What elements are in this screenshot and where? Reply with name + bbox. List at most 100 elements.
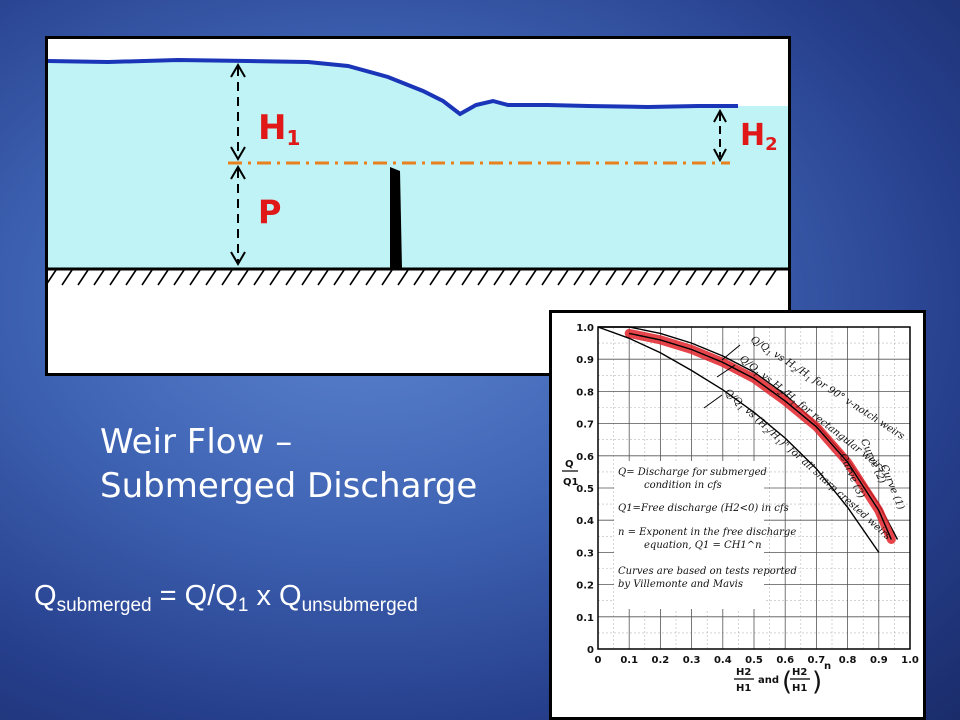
h1-label: H1 <box>258 108 300 150</box>
water-body <box>48 61 788 269</box>
ground-hatch-mark <box>717 269 729 286</box>
ground-hatch-mark <box>557 269 569 286</box>
note-line-6: Curves are based on tests reported <box>618 566 797 577</box>
note-line-7: by Villemonte and Mavis <box>618 579 743 590</box>
ground-hatch-mark <box>301 269 313 286</box>
slide-title: Weir Flow – Submerged Discharge <box>100 420 477 508</box>
ground-hatch-mark <box>93 269 105 286</box>
ground-hatch-mark <box>461 269 473 286</box>
x-label-frac1-num: H2 <box>736 667 751 678</box>
note-line-3: Q1=Free discharge (H2<0) in cfs <box>618 503 789 514</box>
h2-dimension-arrow <box>713 108 727 163</box>
ground-hatching <box>48 269 777 286</box>
x-label-frac2-num: H2 <box>792 667 807 678</box>
y-tick-label: 0.6 <box>576 452 594 463</box>
ground-hatch-mark <box>397 269 409 286</box>
x-tick-label: 0.1 <box>620 655 638 666</box>
chart-curves <box>597 326 899 553</box>
y-tick-label: 0.3 <box>576 548 594 559</box>
ground-hatch-mark <box>77 269 89 286</box>
ground-hatch-mark <box>765 269 777 286</box>
slide-title-line1: Weir Flow – <box>100 422 293 462</box>
y-label-top: Q <box>565 459 574 470</box>
x-tick-label: 0.6 <box>776 655 794 666</box>
ground-hatch-mark <box>493 269 505 286</box>
weir-diagram: H1 H2 P <box>48 57 788 286</box>
ground-hatch-mark <box>157 269 169 286</box>
y-tick-label: 0.8 <box>576 387 594 398</box>
ground-hatch-mark <box>685 269 697 286</box>
x-tick-label: 0.9 <box>870 655 888 666</box>
ground-hatch-mark <box>749 269 761 286</box>
x-tick-label: 0 <box>595 655 602 666</box>
x-tick-label: 0.4 <box>714 655 732 666</box>
ground-hatch-mark <box>637 269 649 286</box>
y-tick-label: 0.2 <box>576 581 594 592</box>
chart-y-ticks: 0 0.1 0.2 0.3 0.4 0.5 0.6 0.7 0.8 0.9 1.0 <box>576 323 594 656</box>
svg-text:(: ( <box>782 667 792 697</box>
ground-hatch-mark <box>413 269 425 286</box>
ground-hatch-mark <box>573 269 585 286</box>
weir-diagram-panel: H1 H2 P <box>45 36 791 376</box>
ground-hatch-mark <box>525 269 537 286</box>
note-line-1: Q= Discharge for submerged <box>618 467 767 478</box>
ground-hatch-mark <box>589 269 601 286</box>
ground-hatch-mark <box>269 269 281 286</box>
ground-hatch-mark <box>205 269 217 286</box>
ground-hatch-mark <box>381 269 393 286</box>
note-line-2: condition in cfs <box>644 480 722 491</box>
ground-hatch-mark <box>221 269 233 286</box>
ground-hatch-mark <box>173 269 185 286</box>
ground-hatch-mark <box>653 269 665 286</box>
x-tick-label: 0.5 <box>745 655 763 666</box>
ground-hatch-mark <box>429 269 441 286</box>
ground-hatch-mark <box>733 269 745 286</box>
ground-hatch-mark <box>317 269 329 286</box>
note-line-5: equation, Q1 = CH1^n <box>644 540 762 551</box>
chart-x-ticks: 0 0.1 0.2 0.3 0.4 0.5 0.6 0.7 0.8 0.9 1.0 <box>595 655 919 666</box>
x-label-exponent: n <box>824 661 831 672</box>
chart-y-axis-label: Q Q1 <box>562 459 579 488</box>
submergence-chart: 0 0.1 0.2 0.3 0.4 0.5 0.6 0.7 0.8 0.9 1.0 00.10.20… <box>562 323 919 697</box>
x-tick-label: 0.7 <box>808 655 826 666</box>
ground-hatch-mark <box>48 269 57 284</box>
curve-3-line <box>597 326 880 553</box>
y-tick-label: 0 <box>587 645 594 656</box>
submergence-chart-panel: 0 0.1 0.2 0.3 0.4 0.5 0.6 0.7 0.8 0.9 1.0 0 0.1 0.2 0… <box>549 310 926 720</box>
ground-hatch-mark <box>509 269 521 286</box>
h1-dimension-arrow <box>230 63 246 161</box>
chart-notes-background <box>614 461 764 609</box>
y-tick-label: 0.5 <box>576 484 594 495</box>
water-surface <box>48 57 738 117</box>
y-tick-label: 0.4 <box>576 516 594 527</box>
slide-title-line2: Submerged Discharge <box>100 466 478 506</box>
ground-hatch-mark <box>285 269 297 286</box>
ground-hatch-mark <box>477 269 489 286</box>
ground-hatch-mark <box>189 269 201 286</box>
ground-hatch-mark <box>125 269 137 286</box>
ground-hatch-mark <box>605 269 617 286</box>
ground-hatch-mark <box>61 269 73 286</box>
y-tick-label: 0.9 <box>576 355 594 366</box>
note-line-4: n = Exponent in the free discharge <box>618 527 796 538</box>
x-label-frac1-den: H1 <box>736 683 751 694</box>
ground-hatch-mark <box>365 269 377 286</box>
ground-hatch-mark <box>253 269 265 286</box>
chart-notes: Q= Discharge for submerged condition in … <box>618 467 797 590</box>
x-tick-label: 0.8 <box>839 655 857 666</box>
p-label: P <box>258 193 281 231</box>
submerged-discharge-formula: Qsubmerged = Q/Q1 x Qunsubmerged <box>34 580 418 616</box>
ground-hatch-mark <box>237 269 249 286</box>
p-dimension-arrow <box>230 165 246 266</box>
chart-plot-frame <box>597 326 911 650</box>
x-tick-label: 1.0 <box>901 655 919 666</box>
y-tick-label: 0.1 <box>576 613 594 624</box>
svg-text:): ) <box>812 667 822 697</box>
curve-2-line <box>629 332 892 540</box>
ground-hatch-mark <box>109 269 121 286</box>
y-tick-label: 0.7 <box>576 420 594 431</box>
x-tick-label: 0.3 <box>683 655 701 666</box>
ground-hatch-mark <box>541 269 553 286</box>
ground-hatch-mark <box>333 269 345 286</box>
x-tick-label: 0.2 <box>652 655 670 666</box>
